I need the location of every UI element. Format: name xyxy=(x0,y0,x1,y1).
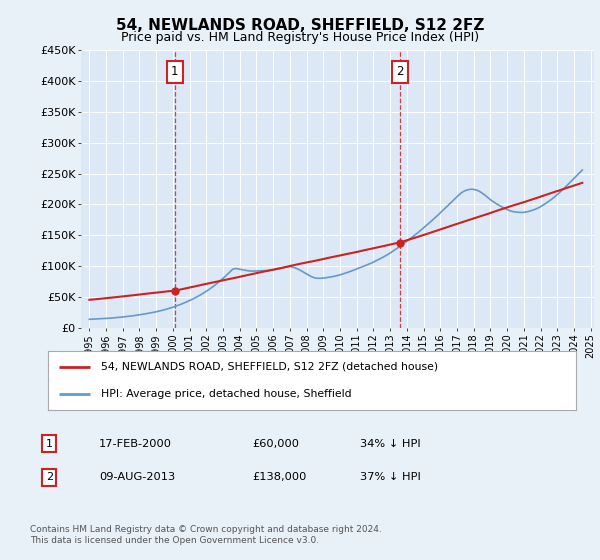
Text: HPI: Average price, detached house, Sheffield: HPI: Average price, detached house, Shef… xyxy=(101,389,352,399)
Text: Contains HM Land Registry data © Crown copyright and database right 2024.
This d: Contains HM Land Registry data © Crown c… xyxy=(30,525,382,545)
Text: 54, NEWLANDS ROAD, SHEFFIELD, S12 2FZ: 54, NEWLANDS ROAD, SHEFFIELD, S12 2FZ xyxy=(116,18,484,34)
Text: 34% ↓ HPI: 34% ↓ HPI xyxy=(360,438,421,449)
Text: 17-FEB-2000: 17-FEB-2000 xyxy=(99,438,172,449)
Text: Price paid vs. HM Land Registry's House Price Index (HPI): Price paid vs. HM Land Registry's House … xyxy=(121,31,479,44)
Text: 1: 1 xyxy=(171,66,179,78)
Text: 2: 2 xyxy=(397,66,404,78)
Text: 09-AUG-2013: 09-AUG-2013 xyxy=(99,472,175,482)
Text: 1: 1 xyxy=(46,438,53,449)
Text: £138,000: £138,000 xyxy=(252,472,307,482)
Text: 37% ↓ HPI: 37% ↓ HPI xyxy=(360,472,421,482)
Text: £60,000: £60,000 xyxy=(252,438,299,449)
Text: 2: 2 xyxy=(46,472,53,482)
Text: 54, NEWLANDS ROAD, SHEFFIELD, S12 2FZ (detached house): 54, NEWLANDS ROAD, SHEFFIELD, S12 2FZ (d… xyxy=(101,362,438,372)
